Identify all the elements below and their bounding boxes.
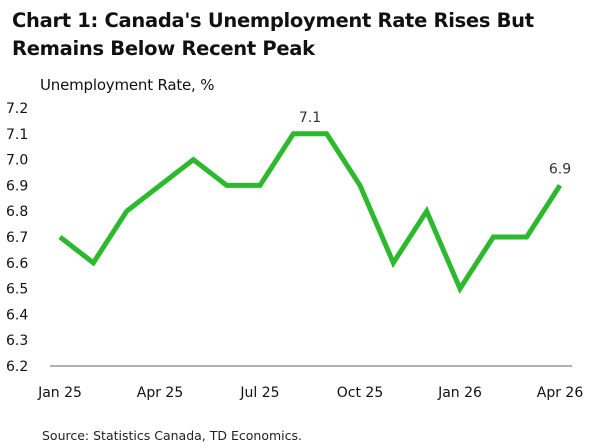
y-tick-6-5: 6.5 [6,282,28,298]
unemployment-rate-line [58,131,563,294]
y-tick-7-2: 7.2 [6,101,28,117]
chart-title: Chart 1: Canada's Unemployment Rate Rise… [12,7,582,63]
y-tick-6-7: 6.7 [6,230,28,246]
x-tick-jan-25: Jan 25 [37,385,82,401]
y-tick-7-1: 7.1 [6,127,28,143]
y-tick-6-2: 6.2 [6,359,28,375]
y-tick-6-8: 6.8 [6,204,28,220]
x-tick-jul-25: Jul 25 [239,385,279,401]
x-tick-jan-26: Jan 26 [437,385,482,401]
y-tick-6-6: 6.6 [6,256,28,272]
source-note: Source: Statistics Canada, TD Economics. [42,428,302,443]
y-tick-7-0: 7.0 [6,153,28,169]
x-tick-oct-25: Oct 25 [337,385,383,401]
y-tick-6-4: 6.4 [6,307,28,323]
data-labels: 7.1 6.9 [299,110,571,178]
y-tick-6-3: 6.3 [6,333,28,349]
chart-title-line-2: Remains Below Recent Peak [12,37,315,60]
y-tick-6-9: 6.9 [6,178,28,194]
x-tick-apr-25: Apr 25 [137,385,183,401]
y-axis-label: Unemployment Rate, % [40,76,215,94]
data-label-aug-25: 7.1 [299,110,321,126]
x-axis-ticks: Jan 25 Apr 25 Jul 25 Oct 25 Jan 26 Apr 26 [37,385,583,401]
x-tick-apr-26: Apr 26 [537,385,584,401]
y-axis-ticks: 7.2 7.1 7.0 6.9 6.8 6.7 6.6 6.5 6.4 6.3 6.2 [6,101,28,375]
chart-title-line-1: Chart 1: Canada's Unemployment Rate Rise… [12,9,534,32]
data-label-apr-26: 6.9 [549,161,571,177]
